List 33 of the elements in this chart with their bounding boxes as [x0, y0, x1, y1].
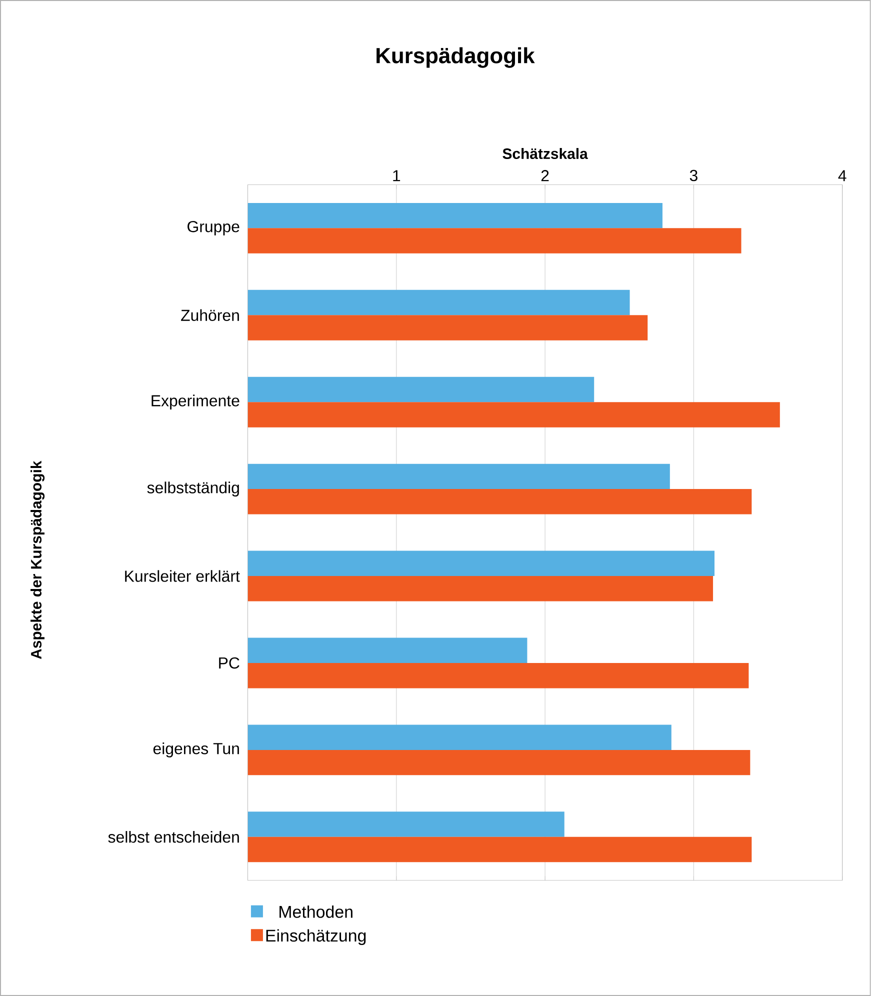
bar: [248, 315, 648, 340]
y-tick-label: selbstständig: [147, 482, 239, 496]
y-tick-label: Kursleiter erklärt: [125, 570, 240, 582]
bar: [248, 750, 750, 776]
bar: [248, 402, 780, 428]
bar: [248, 290, 630, 316]
bar: [248, 489, 752, 514]
x-tick-label: 2: [541, 170, 549, 182]
x-tick-label: 1: [393, 170, 400, 182]
y-tick-label: eigenes Tun: [153, 742, 239, 758]
legend-label: Einschätzung: [266, 929, 366, 946]
legend-label: Methoden: [280, 905, 352, 918]
y-tick-label: Experimente: [152, 394, 240, 410]
bar: [248, 576, 714, 602]
y-tick-label: selbst entscheiden: [108, 831, 239, 843]
y-tick-label: Gruppe: [188, 220, 240, 236]
bar: [248, 724, 672, 750]
x-axis-title: Schätzskala: [502, 148, 588, 160]
x-tick-label: 3: [690, 170, 698, 182]
x-tick-label: 4: [838, 170, 846, 182]
bar: [248, 228, 742, 254]
y-tick-label: PC: [219, 657, 240, 669]
bar: [248, 550, 715, 576]
y-axis-title: Aspekte der Kurspädagogik: [30, 460, 45, 660]
bar: [248, 202, 663, 228]
chart-title: Kurspädagogik: [376, 47, 535, 68]
bar: [248, 836, 752, 862]
bar: [248, 464, 670, 490]
bar: [248, 662, 749, 688]
y-tick-label: Zuhören: [181, 309, 239, 321]
bar: [248, 638, 528, 663]
bar: [248, 812, 564, 837]
bar: [248, 376, 594, 402]
